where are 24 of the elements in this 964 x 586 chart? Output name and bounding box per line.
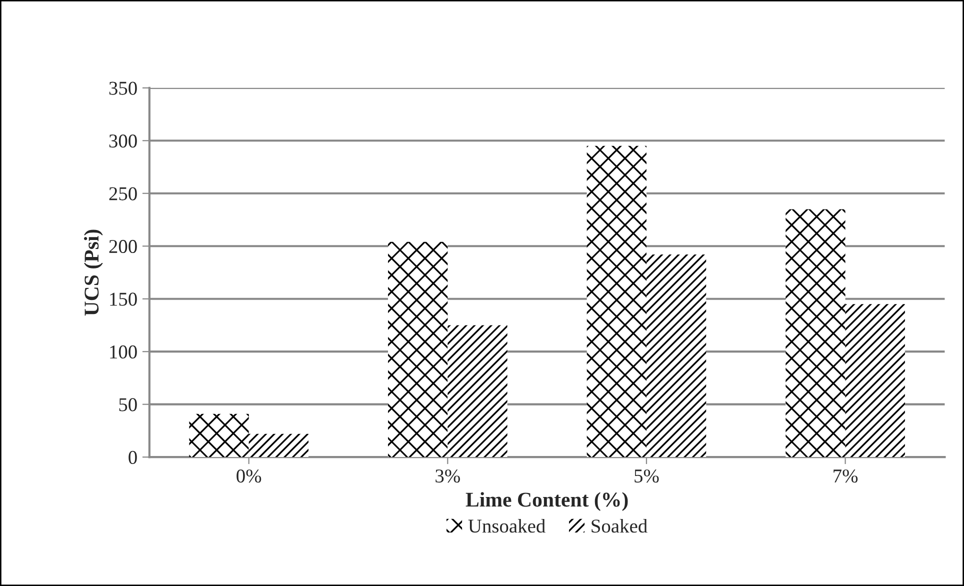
x-axis-title: Lime Content (%) bbox=[466, 492, 628, 511]
y-tick-label: 300 bbox=[109, 134, 137, 148]
x-tick-label: 5% bbox=[634, 469, 659, 483]
x-tick-label: 7% bbox=[834, 469, 858, 483]
y-tick-label: 100 bbox=[110, 345, 137, 359]
y-tick-label: 200 bbox=[109, 240, 137, 254]
bar bbox=[189, 414, 249, 458]
bar bbox=[448, 325, 508, 458]
y-axis-title: UCS (Psi) bbox=[84, 230, 103, 316]
bar bbox=[845, 304, 905, 458]
y-tick-label: 150 bbox=[110, 292, 137, 306]
bar bbox=[388, 242, 448, 458]
x-tick-label: 3% bbox=[436, 469, 460, 483]
legend-label: Soaked bbox=[592, 519, 648, 533]
bar bbox=[646, 254, 706, 458]
bar bbox=[786, 209, 846, 458]
y-tick-label: 50 bbox=[119, 398, 137, 412]
y-tick-label: 0 bbox=[128, 450, 137, 464]
y-tick-label: 250 bbox=[109, 187, 137, 200]
legend-label: Unsoaked bbox=[468, 519, 546, 533]
bar bbox=[248, 434, 308, 458]
x-tick-label: 0% bbox=[236, 469, 262, 483]
bar bbox=[586, 146, 646, 458]
y-tick-label: 350 bbox=[109, 82, 137, 95]
